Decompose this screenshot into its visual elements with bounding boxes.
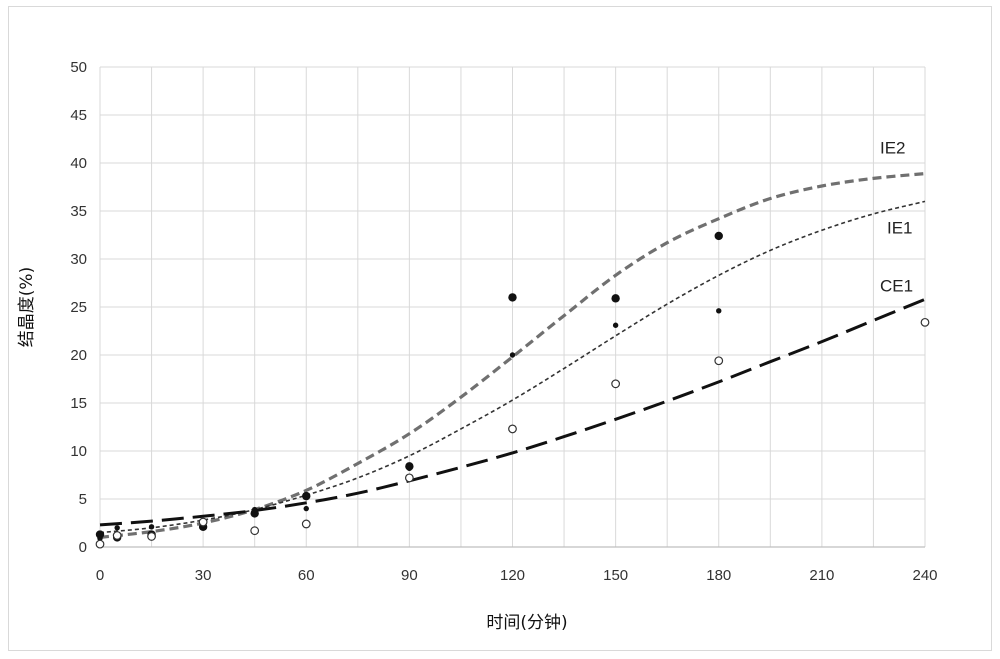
x-tick-label: 240	[912, 567, 937, 584]
y-tick-label: 25	[70, 299, 87, 316]
data-point-filled-small	[510, 352, 515, 357]
data-point-filled-large	[715, 232, 723, 240]
x-tick-label: 180	[706, 567, 731, 584]
data-point-open	[406, 474, 414, 482]
curve-label-ce1: CE1	[880, 276, 913, 295]
data-point-open	[251, 527, 259, 535]
data-point-filled-small	[252, 507, 257, 512]
curve-label-ie2: IE2	[880, 139, 906, 158]
data-point-filled-small	[114, 525, 119, 530]
data-point-filled-small	[613, 323, 618, 328]
data-point-filled-large	[611, 294, 619, 302]
data-point-open	[113, 532, 121, 540]
data-point-open	[612, 380, 620, 388]
x-tick-label: 60	[298, 567, 315, 584]
y-tick-label: 15	[70, 395, 87, 412]
x-tick-label: 120	[500, 567, 525, 584]
x-tick-label: 30	[195, 567, 212, 584]
data-point-filled-small	[149, 524, 154, 529]
x-tick-label: 210	[809, 567, 834, 584]
y-tick-label: 5	[79, 491, 87, 508]
y-tick-label: 45	[70, 107, 87, 124]
gridlines	[100, 67, 925, 547]
y-tick-label: 50	[70, 59, 87, 76]
x-tick-label: 150	[603, 567, 628, 584]
curve-labels: IE2 IE1 CE1	[880, 139, 913, 296]
y-tick-label: 30	[70, 251, 87, 268]
data-point-filled-small	[716, 308, 721, 313]
y-tick-label: 40	[70, 155, 87, 172]
y-tick-label: 20	[70, 347, 87, 364]
x-tick-label: 90	[401, 567, 418, 584]
data-point-open	[148, 533, 156, 541]
data-point-filled-small	[304, 506, 309, 511]
data-point-open	[509, 425, 517, 433]
data-point-open	[96, 540, 104, 548]
y-tick-label: 0	[79, 539, 87, 556]
data-point-open	[302, 520, 310, 528]
data-point-open	[715, 357, 723, 365]
data-point-open	[921, 319, 929, 327]
y-tick-label: 35	[70, 203, 87, 220]
data-point-open	[199, 518, 207, 526]
curve-label-ie1: IE1	[887, 218, 913, 237]
x-tick-label: 0	[96, 567, 104, 584]
tick-labels: 0 30 60 90 120 150 180 210 240 0 5 10 15 20 25 30 35 40 45…	[70, 59, 937, 584]
x-axis-title: 时间(分钟)	[486, 613, 567, 633]
data-point-filled-large	[302, 492, 310, 500]
data-point-filled-small	[407, 466, 412, 471]
y-axis-title: 结晶度(%)	[17, 267, 37, 347]
data-point-filled-large	[508, 293, 516, 301]
y-tick-label: 10	[70, 443, 87, 460]
